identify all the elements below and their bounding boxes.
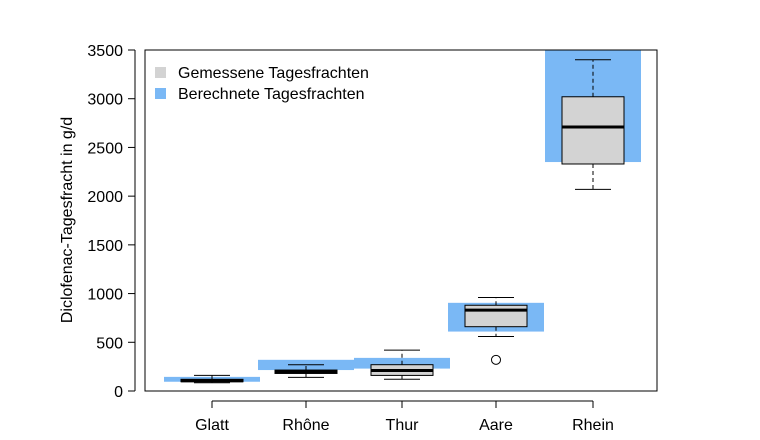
iqr-box [464, 304, 528, 328]
boxplot-rhone [274, 364, 338, 378]
boxplot-glatt [180, 374, 244, 384]
y-tick-label: 1500 [87, 238, 123, 255]
y-tick-label: 500 [96, 335, 123, 352]
y-tick-label: 3000 [87, 92, 123, 109]
x-axis: Glatt Rhône Thur Aare Rhein [195, 400, 614, 434]
x-tick-label-aare: Aare [479, 417, 513, 434]
y-tick-label: 1000 [87, 287, 123, 304]
y-tick-label: 0 [114, 384, 123, 401]
legend-swatch-calculated [155, 88, 166, 99]
iqr-box [561, 96, 625, 165]
legend-label-calculated: Berechnete Tagesfrachten [178, 86, 365, 103]
y-axis: 0 500 1000 1500 2000 2500 3000 3500 [87, 43, 136, 401]
x-tick-label-thur: Thur [386, 417, 420, 434]
x-tick-label-rhein: Rhein [572, 417, 614, 434]
boxplot-thur [370, 349, 434, 380]
y-tick-label: 3500 [87, 43, 123, 60]
x-tick-label-glatt: Glatt [195, 417, 229, 434]
plot-frame [144, 49, 658, 392]
boxplot-aare [464, 296, 528, 365]
boxplot-rhein [561, 59, 625, 190]
legend-label-measured: Gemessene Tagesfrachten [178, 65, 369, 82]
x-tick-label-rhone: Rhône [282, 417, 329, 434]
y-tick-label: 2500 [87, 140, 123, 157]
y-axis-label: Diclofenac-Tagesfracht in g/d [59, 117, 76, 323]
outlier-point [491, 354, 501, 365]
y-tick-label: 2000 [87, 189, 123, 206]
measured-boxes-layer [180, 59, 625, 384]
legend: Gemessene Tagesfrachten Berechnete Tages… [155, 65, 369, 103]
legend-swatch-measured [155, 67, 166, 78]
